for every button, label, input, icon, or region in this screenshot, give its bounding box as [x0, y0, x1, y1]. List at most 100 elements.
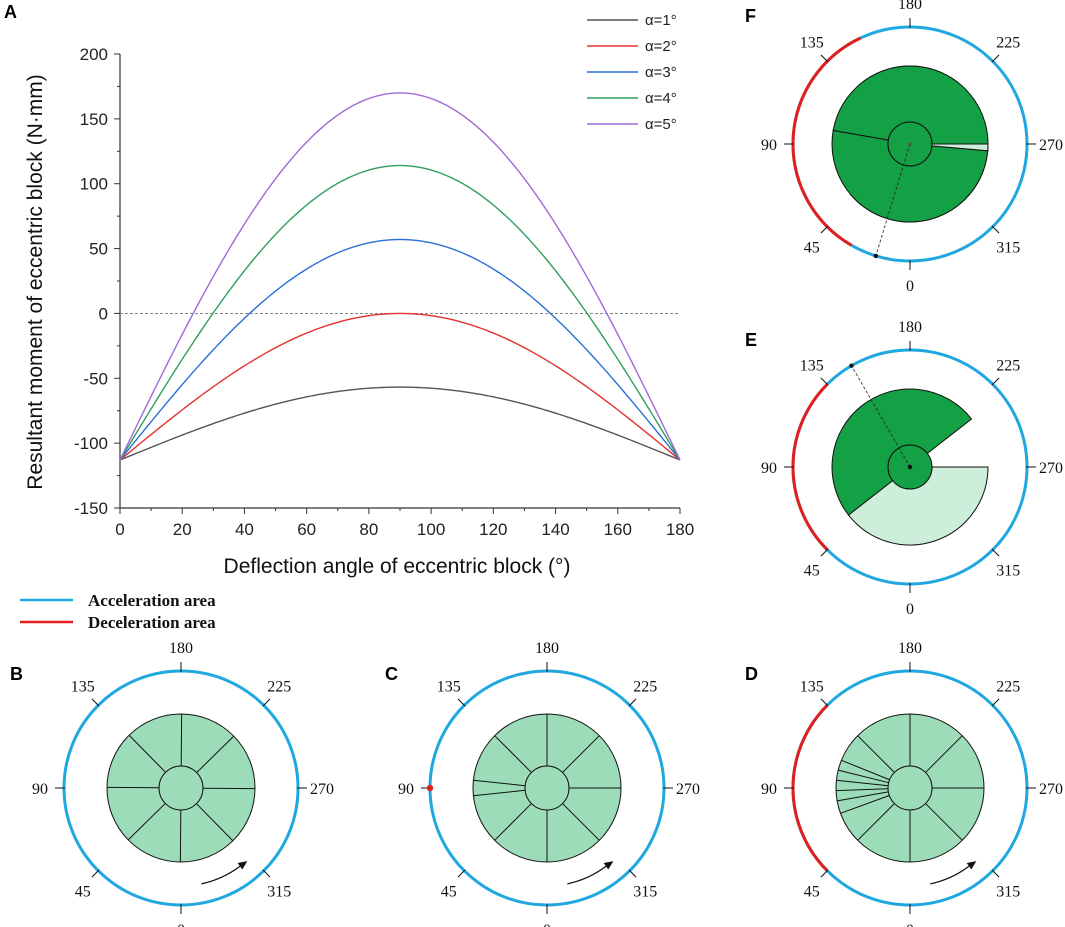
angle-label: 180 [898, 319, 922, 336]
legend-label: α=1° [645, 12, 677, 29]
x-tick-label: 40 [235, 520, 254, 539]
angle-tick [262, 869, 271, 878]
panel-e-dial: E 0 45 90 135 180 225 270 315 [745, 319, 1063, 618]
angle-label: 45 [441, 883, 457, 900]
rotor-divider [473, 779, 526, 787]
y-tick-label: 50 [89, 240, 108, 259]
x-tick-label: 60 [297, 520, 316, 539]
y-tick-label: -100 [74, 434, 108, 453]
angle-label: 0 [177, 922, 185, 927]
rotation-arrow [930, 865, 970, 885]
legend-label: α=4° [645, 90, 677, 107]
angle-label: 315 [267, 883, 291, 900]
angle-tick [991, 869, 1000, 878]
angle-label: 0 [906, 278, 914, 295]
legend-label: α=5° [645, 116, 677, 133]
angle-label: 225 [996, 35, 1020, 52]
rotor-divider [473, 789, 526, 797]
angle-tick [457, 698, 466, 707]
acceleration-label: Acceleration area [88, 591, 216, 610]
deceleration-arc [791, 383, 829, 551]
center-dot [907, 464, 913, 470]
x-tick-label: 140 [541, 520, 569, 539]
angle-tick [91, 698, 100, 707]
rotor-divider [494, 803, 532, 841]
angle-label: 315 [633, 883, 657, 900]
angle-label: 270 [1039, 137, 1063, 154]
angle-tick [991, 548, 1000, 557]
angle-label: 180 [898, 0, 922, 13]
angle-label: 225 [267, 679, 291, 696]
panel-b-dial: B 0 45 90 135 180 225 270 315 [10, 640, 334, 927]
angle-label: 135 [437, 679, 461, 696]
angle-label: 180 [535, 640, 559, 657]
centroid-line [851, 365, 911, 468]
angle-tick [820, 869, 829, 878]
angle-tick [991, 225, 1000, 234]
angle-tick [628, 869, 637, 878]
angle-label: 315 [996, 239, 1020, 256]
angle-tick [991, 698, 1000, 707]
angle-label: 0 [543, 922, 551, 927]
rotor-hub [524, 765, 570, 811]
rotor-divider [128, 734, 166, 773]
rotation-arrow [201, 865, 241, 885]
angle-label: 90 [32, 781, 48, 798]
centroid-line [875, 143, 911, 257]
rotor-divider [857, 735, 895, 773]
x-tick-label: 20 [173, 520, 192, 539]
angle-label: 225 [633, 679, 657, 696]
rotor-divider [841, 759, 890, 781]
centroid-marker [849, 363, 854, 368]
panel-letter-e: E [745, 330, 757, 350]
x-tick-label: 160 [604, 520, 632, 539]
angle-label: 270 [676, 781, 700, 798]
angle-label: 90 [761, 460, 777, 477]
rotor-divider [837, 791, 889, 802]
rotor-divider [196, 803, 234, 842]
area-legend: Acceleration area Deceleration area [20, 591, 216, 632]
rotor-divider [562, 735, 600, 773]
legend-label: α=3° [645, 64, 677, 81]
rotation-arrow-head [237, 861, 248, 870]
rotor-divider [840, 795, 890, 814]
panel-letter-b: B [10, 664, 23, 684]
rotor-divider [127, 803, 166, 841]
panel-letter-f: F [745, 6, 756, 26]
x-tick-label: 0 [115, 520, 124, 539]
angle-label: 135 [71, 679, 95, 696]
rotor-divider [836, 788, 889, 792]
angle-tick [262, 698, 271, 707]
angle-label: 90 [398, 781, 414, 798]
position-marker [426, 784, 434, 792]
angle-tick [820, 698, 829, 707]
angle-tick [820, 377, 829, 386]
centroid-marker [873, 253, 878, 259]
y-tick-label: 200 [80, 45, 108, 64]
rotation-arrow-head [966, 861, 977, 870]
angle-tick [820, 548, 829, 557]
angle-label: 180 [169, 640, 193, 657]
angle-label: 315 [996, 562, 1020, 579]
rotor-divider [196, 735, 235, 773]
panel-letter-c: C [385, 664, 398, 684]
rotor-divider [925, 735, 963, 773]
panel-a-chart: A -150 -100 -50 0 50 100 150 200 0 20 40 60 80 100 120… [4, 2, 694, 578]
x-axis-title: Deflection angle of eccentric block (°) [224, 555, 571, 578]
angle-label: 270 [1039, 781, 1063, 798]
angle-label: 270 [1039, 460, 1063, 477]
angle-tick [820, 225, 829, 234]
angle-tick [991, 54, 1000, 63]
angle-label: 135 [800, 35, 824, 52]
angle-label: 135 [800, 679, 824, 696]
rotor-hub [887, 765, 933, 811]
panel-d-dial: D 0 45 90 135 180 225 270 315 [745, 640, 1063, 927]
angle-label: 45 [804, 883, 820, 900]
rotor-hub [158, 765, 204, 811]
series-line-3 [119, 238, 681, 461]
x-tick-label: 180 [666, 520, 694, 539]
rotor-divider [925, 803, 963, 841]
x-tick-label: 80 [359, 520, 378, 539]
rotor-divider [562, 803, 600, 841]
y-tick-label: 100 [80, 175, 108, 194]
